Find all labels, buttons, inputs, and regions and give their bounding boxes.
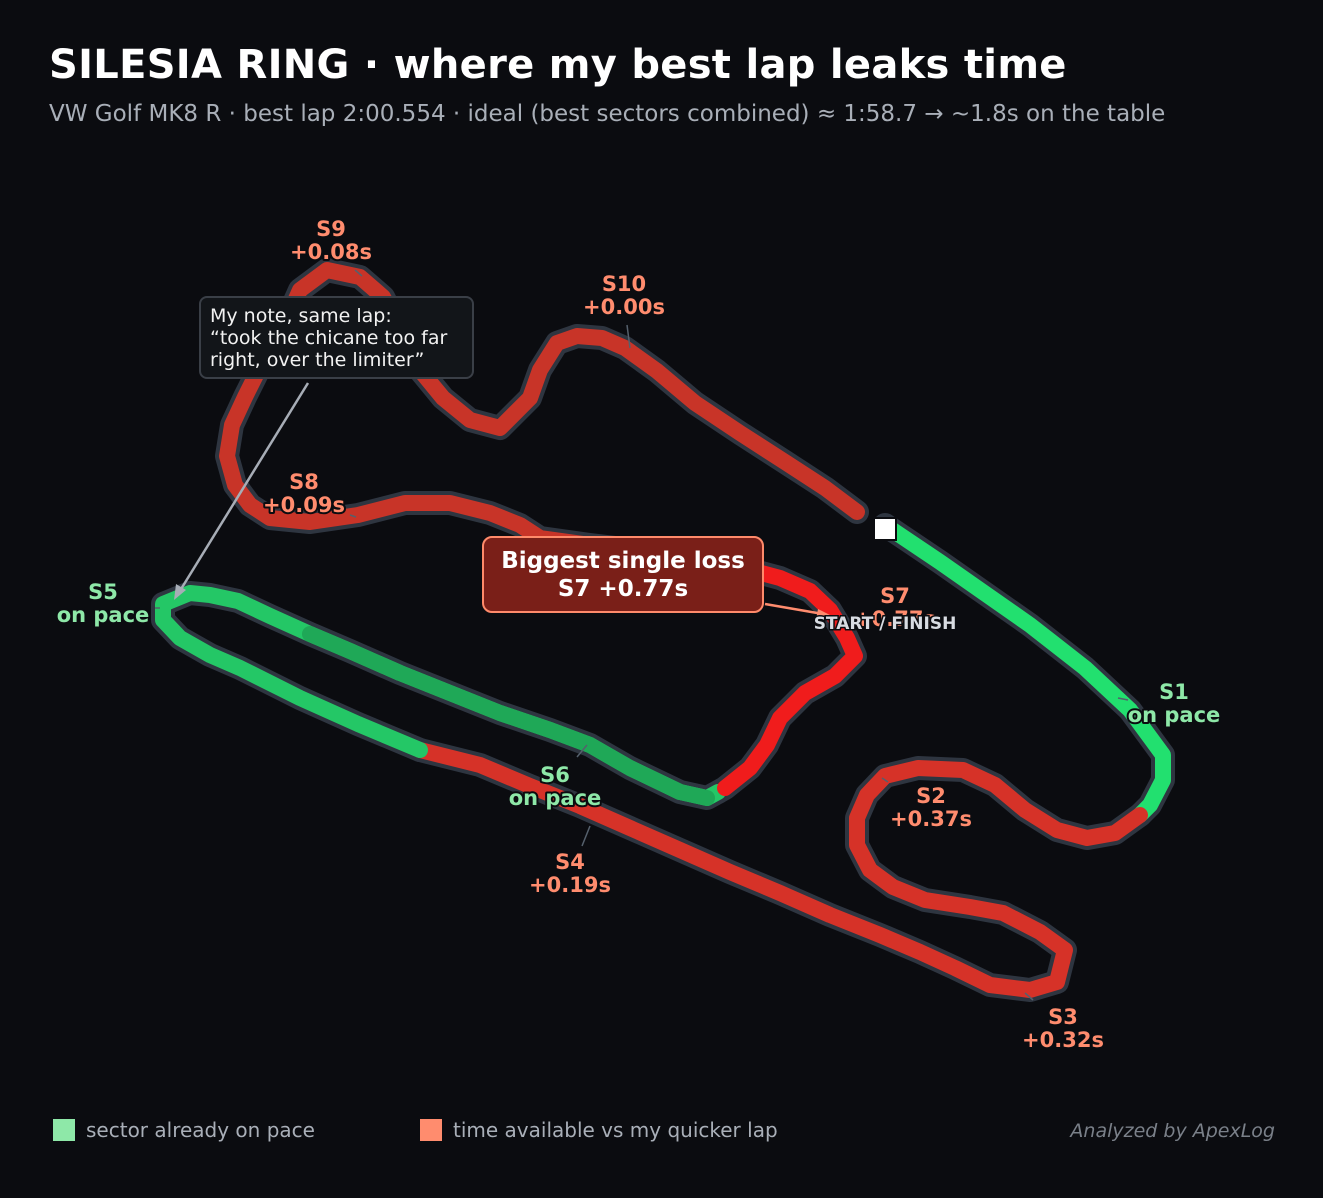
sector-label-s7: S7 — [880, 584, 910, 608]
sector-delta-s6: on pace — [509, 786, 602, 810]
page-subtitle: VW Golf MK8 R · best lap 2:00.554 · idea… — [49, 101, 1166, 127]
page-title: SILESIA RING · where my best lap leaks t… — [49, 42, 1067, 88]
sector-delta-s5: on pace — [57, 603, 150, 627]
credit-text: Analyzed by ApexLog — [1070, 1120, 1275, 1142]
sector-delta-s7: +0.77s — [854, 607, 936, 631]
sector-label-s5: S5 — [88, 580, 118, 604]
sector-label-s3: S3 — [1048, 1005, 1078, 1029]
note-line-1: My note, same lap: — [210, 305, 392, 327]
legend-item-on-pace: sector already on pace — [53, 1118, 315, 1142]
sector-delta-s2: +0.37s — [890, 807, 972, 831]
start-finish-label: START / FINISH — [814, 614, 957, 634]
legend-label-loss: time available vs my quicker lap — [453, 1118, 778, 1142]
legend-item-loss: time available vs my quicker lap — [420, 1118, 778, 1142]
sector-delta-s3: +0.32s — [1022, 1028, 1104, 1052]
start-finish-marker — [873, 517, 897, 541]
label-leader-lines — [155, 269, 1129, 1001]
legend-swatch-salmon — [420, 1119, 442, 1141]
note-line-2: “took the chicane too far — [210, 327, 448, 349]
sector-label-s8: S8 — [289, 470, 319, 494]
legend-swatch-green — [53, 1119, 75, 1141]
note-arrow — [176, 382, 310, 595]
sector-s7-path — [712, 555, 863, 796]
sector-delta-s9: +0.08s — [290, 240, 372, 264]
sector-delta-s4: +0.19s — [529, 873, 611, 897]
loss-arrowhead — [816, 609, 832, 620]
sector-delta-s8: +0.09s — [263, 493, 345, 517]
sector-label-s10: S10 — [602, 272, 646, 296]
sector-label-s1: S1 — [1159, 680, 1189, 704]
legend-label-on-pace: sector already on pace — [86, 1118, 315, 1142]
biggest-loss-title: Biggest single loss — [501, 548, 745, 574]
sector-delta-s1: on pace — [1128, 703, 1221, 727]
sector-label-s6: S6 — [540, 763, 570, 787]
sector-s6-darker-path — [302, 626, 715, 806]
sector-s8-s10-path — [219, 262, 865, 571]
biggest-loss-callout: Biggest single loss S7 +0.77s — [482, 536, 764, 613]
sector-delta-s10: +0.00s — [583, 295, 665, 319]
driver-note-callout: My note, same lap: “took the chicane too… — [199, 296, 474, 379]
sector-label-s4: S4 — [555, 850, 585, 874]
sector-s2-s4-path — [412, 742, 1148, 998]
sector-label-s9: S9 — [316, 217, 346, 241]
biggest-loss-value: S7 +0.77s — [557, 576, 689, 602]
sector-label-s2: S2 — [916, 784, 946, 808]
loss-arrow — [764, 602, 824, 616]
sector-s1-path — [877, 517, 1171, 823]
note-line-3: right, over the limiter” — [210, 349, 425, 371]
note-arrowhead — [174, 584, 186, 600]
